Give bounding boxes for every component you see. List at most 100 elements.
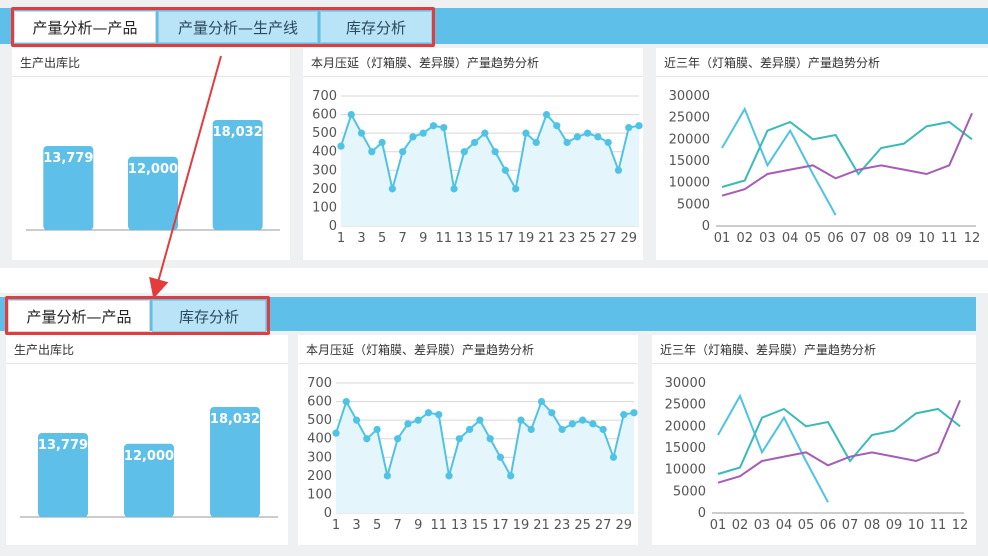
data-point — [383, 472, 391, 480]
y-tick-label: 25000 — [665, 398, 706, 413]
data-point — [347, 110, 355, 119]
y-tick-label: 700 — [307, 376, 332, 391]
x-tick-label: 05 — [805, 231, 822, 246]
x-tick-label: 23 — [559, 231, 576, 246]
y-tick-label: 300 — [307, 450, 332, 465]
data-point — [368, 148, 376, 156]
area-fill — [336, 401, 634, 513]
data-point — [558, 425, 566, 434]
x-tick-label: 3 — [352, 518, 360, 533]
data-point — [635, 122, 643, 130]
data-point — [378, 138, 386, 147]
data-point — [501, 166, 510, 174]
x-tick-label: 13 — [456, 231, 473, 246]
y-tick-label: 600 — [312, 108, 337, 123]
data-point — [491, 148, 499, 156]
dashboard-top: 产量分析—产品 产量分析—生产线 库存分析 生产出库比 13,779 12,000… — [0, 0, 988, 268]
data-point — [604, 138, 612, 147]
data-point — [429, 122, 438, 130]
data-point — [614, 166, 623, 174]
data-point — [476, 416, 484, 424]
tab-inventory[interactable]: 库存分析 — [152, 300, 266, 332]
x-tick-label: 17 — [497, 231, 514, 246]
x-tick-label: 09 — [886, 518, 903, 533]
y-tick-label: 30000 — [669, 89, 710, 104]
x-tick-label: 01 — [714, 231, 731, 246]
y-tick-label: 100 — [307, 487, 332, 502]
x-tick-label: 19 — [513, 518, 530, 533]
x-tick-label: 02 — [732, 518, 749, 533]
panel-three-year-trend: 近三年（灯箱膜、差异膜）产量趋势分析 0 5000 10000 15000 20000 2… — [656, 48, 988, 260]
y-tick-label: 10000 — [665, 463, 706, 478]
divider — [652, 363, 976, 364]
divider — [656, 76, 988, 77]
data-point — [563, 138, 571, 147]
data-point — [450, 185, 458, 193]
series-line — [721, 106, 837, 216]
bar-value-label: 12,000 — [128, 162, 178, 177]
three-year-line-chart: 0 5000 10000 15000 20000 25000 30000 01 02 03 04 05… — [665, 376, 969, 533]
data-point — [568, 420, 576, 428]
bar-chart: 13,779 12,000 18,032 — [26, 120, 280, 231]
y-tick-label: 400 — [307, 432, 332, 447]
x-tick-label: 27 — [600, 231, 617, 246]
data-point — [445, 472, 453, 480]
series-line — [717, 393, 829, 503]
tab-product-output[interactable]: 产量分析—产品 — [8, 300, 150, 332]
data-point — [573, 133, 581, 141]
bar — [212, 120, 263, 230]
data-point — [507, 472, 515, 480]
data-point — [594, 133, 602, 141]
y-tick-label: 0 — [329, 219, 337, 234]
panel-title: 生产出库比 — [20, 56, 81, 70]
x-tick-label: 04 — [782, 231, 799, 246]
x-tick-label: 11 — [930, 518, 947, 533]
x-tick-label: 06 — [827, 231, 844, 246]
x-tick-label: 12 — [964, 231, 981, 246]
panel-three-year-trend: 近三年（灯箱膜、差异膜）产量趋势分析 0 5000 10000 15000 20000 2… — [652, 335, 976, 545]
x-tick-label: 09 — [896, 231, 913, 246]
data-point — [342, 397, 350, 406]
x-tick-label: 15 — [477, 231, 494, 246]
three-year-line-chart: 0 5000 10000 15000 20000 25000 30000 01 02 03 04 05… — [669, 89, 981, 246]
x-tick-label: 7 — [394, 518, 402, 533]
bar-value-label: 12,000 — [124, 449, 174, 464]
data-point — [440, 123, 448, 132]
x-tick-label: 25 — [574, 518, 591, 533]
x-tick-label: 05 — [798, 518, 815, 533]
x-tick-label: 02 — [736, 231, 753, 246]
data-point — [404, 420, 412, 428]
data-point — [553, 122, 561, 130]
data-point — [527, 425, 535, 434]
panel-monthly-trend: 本月压延（灯箱膜、差异膜）产量趋势分析 0 100 200 300 400 500 600 7… — [303, 48, 643, 260]
y-tick-label: 20000 — [665, 419, 706, 434]
panel-title: 本月压延（灯箱膜、差异膜）产量趋势分析 — [306, 343, 535, 357]
data-point — [435, 410, 443, 419]
bar — [210, 407, 260, 517]
data-point — [470, 138, 479, 147]
x-tick-label: 9 — [414, 518, 422, 533]
data-point — [419, 129, 427, 137]
data-point — [579, 416, 587, 424]
tab-product-output[interactable]: 产量分析—产品 — [14, 11, 156, 43]
tab-line-output[interactable]: 产量分析—生产线 — [158, 11, 318, 43]
x-tick-label: 08 — [864, 518, 881, 533]
x-tick-label: 11 — [941, 231, 958, 246]
x-tick-label: 9 — [419, 231, 427, 246]
y-tick-label: 10000 — [669, 176, 710, 191]
data-point — [620, 410, 628, 419]
x-tick-label: 03 — [754, 518, 771, 533]
tab-inventory[interactable]: 库存分析 — [320, 11, 432, 43]
x-tick-label: 27 — [595, 518, 612, 533]
data-point — [537, 397, 546, 406]
data-point — [373, 425, 381, 434]
x-tick-label: 10 — [908, 518, 925, 533]
x-tick-label: 08 — [873, 231, 890, 246]
x-tick-label: 3 — [357, 231, 365, 246]
y-tick-label: 30000 — [665, 376, 706, 391]
x-tick-label: 07 — [842, 518, 859, 533]
y-tick-label: 200 — [312, 182, 337, 197]
x-tick-label: 21 — [533, 518, 550, 533]
data-point — [630, 409, 638, 417]
